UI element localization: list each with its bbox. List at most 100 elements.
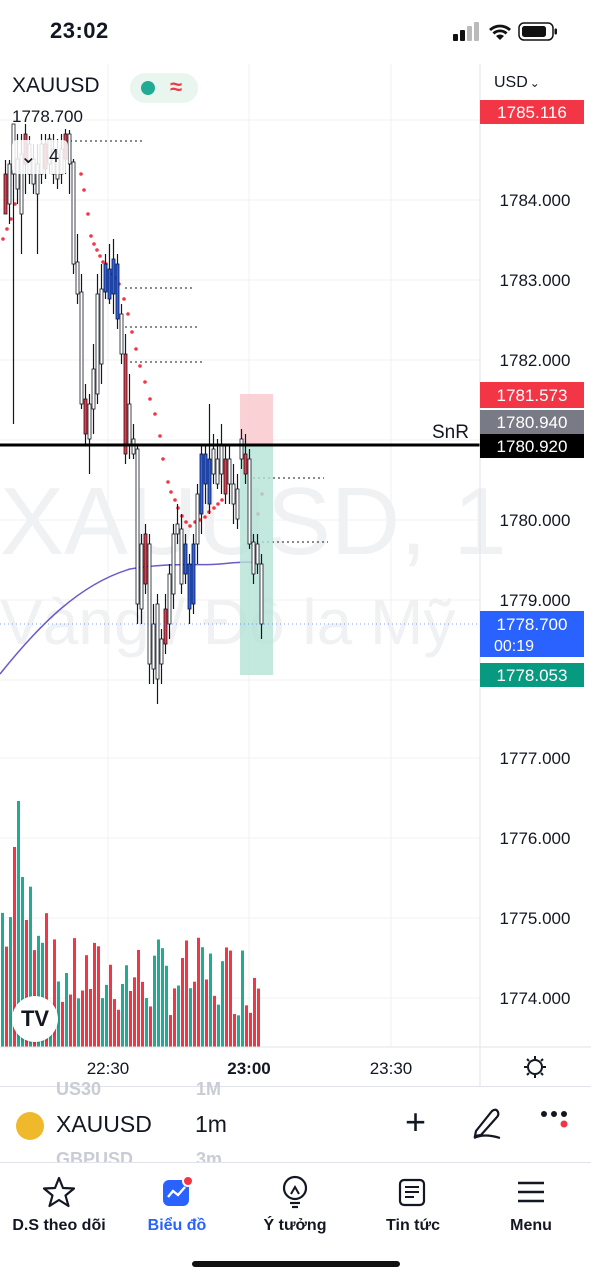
chart-area[interactable]: XAUUSD, 1 Vàng / Đô la Mỹ SnR USD ⌄ [0,64,591,1086]
volume-bar [53,939,56,1047]
status-bar: 23:02 [0,0,591,64]
signal-icon [453,22,479,41]
volume-bar [205,979,208,1047]
candle-body [103,263,108,293]
ghost-symbol-top: US30 [56,1079,102,1099]
price-label-green-bg [480,663,584,687]
price-tick: 1783.000 [500,271,571,290]
volume-bar [85,955,88,1047]
volume-bar [245,1005,248,1047]
volume-bar [249,1012,252,1047]
price-tick: 1779.000 [500,591,571,610]
home-indicator [192,1261,400,1267]
settings-gear-icon[interactable] [524,1056,546,1078]
candle-body [231,483,236,505]
psar-dot [126,312,130,316]
lightbulb-icon [236,1171,354,1213]
chevron-down-icon: ⌄ [20,146,37,168]
status-time: 23:02 [50,18,109,43]
nav-ideas[interactable]: Ý tưởng [236,1171,354,1235]
volume-bar [229,950,232,1047]
volume-bar [137,949,140,1047]
candle-body [211,448,216,475]
market-status-badge[interactable]: ≈ [130,73,198,103]
symbol-toolbar: US30 1M GBPUSD 3m XAUUSD 1m + [0,1079,591,1169]
volume-bar [29,886,32,1047]
nav-menu[interactable]: Menu [472,1171,590,1235]
psar-dot [86,212,90,216]
volume-bar [117,1009,120,1047]
candle-body [255,543,260,565]
volume-bar [1,912,4,1047]
psar-dot [161,457,165,461]
pen-icon[interactable] [470,1105,504,1146]
volume-bar [201,947,204,1047]
psar-dot [212,506,216,510]
candle-body [135,448,140,605]
volume-bar [129,991,132,1047]
candle-body [179,528,184,585]
add-icon[interactable]: + [405,1101,427,1142]
volume-bar [121,984,124,1047]
moving-average-line [0,561,263,675]
star-icon [0,1171,118,1213]
volume-bar [101,998,104,1047]
psar-dot [130,330,134,334]
nav-chart[interactable]: Biểu đồ [118,1171,236,1235]
ghost-interval-top: 1M [196,1079,222,1099]
price-label-snr: 1780.920 [497,437,568,456]
volume-bar [81,990,84,1047]
candle-body [3,173,8,215]
psar-dot [216,502,220,506]
psar-dot [101,260,105,264]
time-axis: 22:30 23:00 23:30 [0,1046,591,1078]
toolbar-symbol[interactable]: XAUUSD [56,1111,152,1137]
candle-body [75,261,80,295]
volume-bar [133,977,136,1047]
toolbar-interval[interactable]: 1m [195,1111,227,1137]
volume-bar [73,938,76,1047]
psar-dot [153,412,157,416]
wifi-icon [489,24,511,40]
bottom-navigation: D.S theo dõi Biểu đồ Ý tưởng Tin tức Men… [0,1162,591,1281]
volume-bar [237,1015,240,1047]
nav-label: Ý tưởng [263,1217,327,1234]
chart-canvas[interactable]: XAUUSD, 1 Vàng / Đô la Mỹ SnR USD ⌄ [0,64,591,1086]
candle-body [139,543,144,610]
more-icon[interactable] [540,1109,570,1134]
volume-bar [197,937,200,1047]
candle-body [243,453,248,475]
currency-selector[interactable]: USD ⌄ [494,74,540,91]
candle-body [207,458,212,505]
psar-dot [79,172,83,176]
candle-body [247,458,252,545]
chart-symbol-title[interactable]: XAUUSD [12,74,100,97]
volume-bar [141,981,144,1047]
candle-body [111,258,116,295]
volume-bar [225,947,228,1047]
psar-dot [92,242,96,246]
nav-news[interactable]: Tin tức [354,1171,472,1235]
nav-watchlist[interactable]: D.S theo dõi [0,1171,118,1235]
psar-dot [98,254,102,258]
gold-symbol-icon [16,1112,44,1140]
indicators-collapse-button[interactable]: ⌄ 4 [12,140,68,174]
candle-body [123,353,128,455]
candle-body [143,533,148,585]
volume-bar [193,981,196,1047]
market-open-dot-icon [141,81,155,95]
price-label-current: 1778.700 [497,615,568,634]
tradingview-logo-icon[interactable]: TV [12,996,58,1042]
nav-label: Menu [510,1217,552,1234]
volume-bar [57,981,60,1047]
psar-dot [220,498,224,502]
volume-bar [153,955,156,1047]
volume-bar [77,998,80,1047]
time-tick: 23:30 [370,1059,413,1078]
psar-dot [138,364,142,368]
countdown-label: 00:19 [494,638,534,655]
volume-bar [161,948,164,1047]
candle-body [127,403,132,445]
candle-body [219,443,224,475]
price-label-top: 1785.116 [497,103,567,122]
